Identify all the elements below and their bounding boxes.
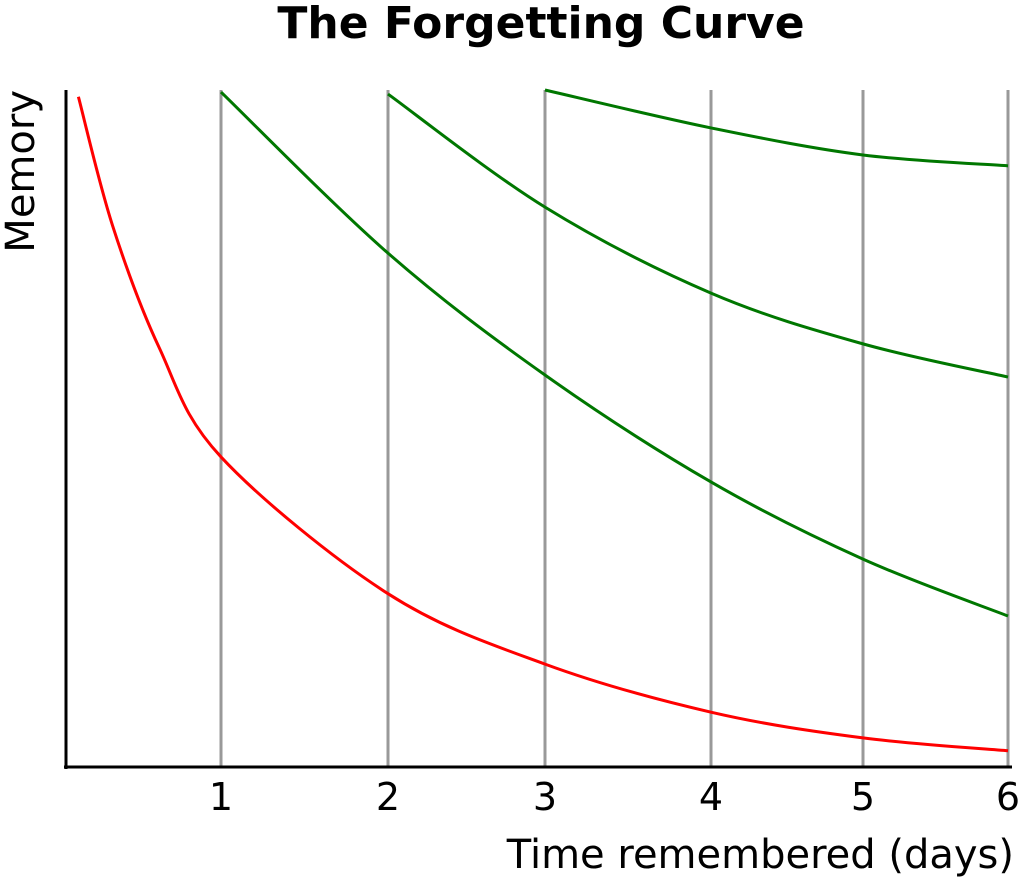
review-curve-line-3 — [544, 88, 1009, 168]
review-curve-line-2 — [387, 92, 1009, 379]
x-tick-label: 1 — [209, 775, 233, 819]
review-curve-line-1 — [219, 90, 1009, 618]
x-tick-label: 5 — [851, 775, 875, 819]
x-tick-label: 2 — [376, 775, 400, 819]
forgetting-curve-line — [76, 96, 1009, 753]
x-tick-label: 6 — [996, 775, 1020, 819]
chart-title: The Forgetting Curve — [277, 0, 804, 49]
x-axis-label: Time remembered (days) — [506, 832, 1014, 878]
y-axis-label: Memory — [0, 90, 44, 253]
x-tick-label: 3 — [533, 775, 557, 819]
x-tick-label: 4 — [699, 775, 723, 819]
